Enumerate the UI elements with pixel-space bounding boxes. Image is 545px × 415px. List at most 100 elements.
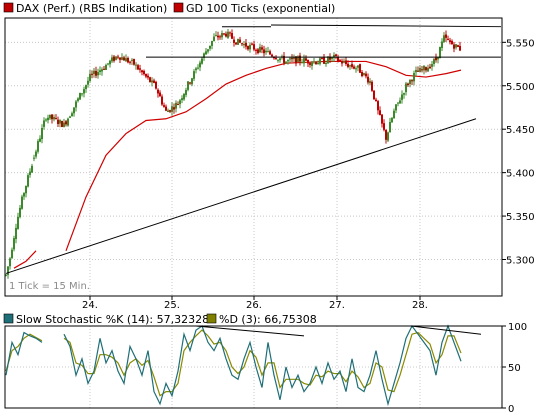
candle-up [81,93,83,95]
candle-up [79,93,81,100]
x-axis: 24. 25. 26. 27. 28. [82,296,428,311]
candle-down [233,39,235,43]
candle-down [417,70,419,72]
candle-down [263,49,265,54]
candle-down [365,73,367,77]
candle-down [457,45,459,47]
candle-up [171,106,173,112]
candle-down [235,42,237,45]
main-grid [5,18,502,296]
candle-up [249,44,251,50]
candle-down [367,76,369,83]
stoch-trendline [195,325,305,337]
candle-up [33,157,35,159]
candle-down [129,61,131,63]
candle-up [195,68,197,71]
candle-down [305,58,307,61]
candle-up [47,117,49,121]
candle-up [349,65,351,67]
x-tick-label: 27. [329,300,345,311]
candle-up [399,100,401,104]
candle-up [393,110,395,119]
candle-up [441,41,443,48]
y-tick-label: 5.400 [506,169,535,180]
candle-up [101,69,103,72]
candle-down [269,51,271,55]
candle-down [155,81,157,89]
candle-down [245,42,247,47]
candle-down [223,33,225,35]
candle-up [397,102,399,104]
candle-up [201,58,203,64]
candle-up [277,59,279,61]
candle-up [215,35,217,37]
candle-up [227,31,229,38]
candle-up [279,58,281,61]
candle-up [317,63,319,65]
candle-down [459,46,461,51]
legend-label-stoch-d: %D (3): 66,75308 [219,313,317,326]
candle-up [99,70,101,73]
candle-down [255,49,257,51]
main-trendlines [5,24,502,274]
stoch-y-tick-label: 50 [508,363,521,374]
y-tick-label: 5.500 [506,82,535,93]
candle-up [357,65,359,68]
candle-up [455,44,457,48]
candle-down [239,39,241,43]
candle-down [283,55,285,63]
candle-up [181,98,183,101]
candle-up [237,38,239,45]
candle-up [71,113,73,117]
candle-down [119,57,121,60]
stoch-y-axis: 100 50 0 [502,322,527,415]
candle-down [95,70,97,76]
candle-up [343,61,345,63]
candle-up [23,192,25,197]
stoch-d-line [5,333,43,372]
candle-up [389,122,391,133]
stoch-y-tick-label: 100 [508,322,527,333]
candle-up [7,266,9,275]
legend-label-gd100: GD 100 Ticks (exponential) [186,2,335,15]
candle-down [321,57,323,59]
candle-up [179,100,181,105]
stoch-lines [5,324,462,407]
candle-down [149,77,151,83]
main-y-axis: 5.550 5.500 5.450 5.400 5.350 5.300 [502,38,535,267]
tick-interval-note: 1 Tick = 15 Min. [9,281,90,292]
y-tick-label: 5.450 [506,125,535,136]
candle-up [443,35,445,42]
candle-down [157,89,159,94]
candle-up [363,73,365,75]
candle-up [27,175,29,187]
candle-up [151,80,153,83]
candle-down [165,106,167,111]
candle-down [257,49,259,54]
candle-down [379,110,381,116]
candle-down [261,47,263,50]
stoch-k-line [63,324,462,407]
candle-down [55,118,57,120]
candle-down [449,40,451,42]
candle-up [285,61,287,64]
candle-down [435,57,437,61]
candle-up [183,93,185,100]
candle-up [311,62,313,66]
candle-down [347,63,349,67]
candle-up [313,61,315,63]
candle-up [243,44,245,46]
candle-up [37,141,39,152]
candle-down [345,60,347,65]
candle-up [259,46,261,53]
candle-down [315,61,317,65]
candle-down [453,44,455,49]
candle-up [121,57,123,60]
candle-down [57,119,59,125]
candle-down [159,92,161,97]
candle-down [145,73,147,77]
candle-down [123,57,125,61]
candle-up [45,119,47,121]
candle-up [35,151,37,157]
candle-down [169,110,171,112]
